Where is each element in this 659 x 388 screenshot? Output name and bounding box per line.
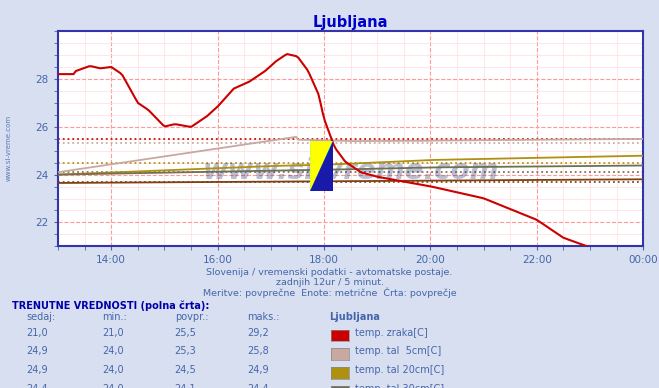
Text: 24,1: 24,1: [175, 384, 196, 388]
Text: 24,9: 24,9: [247, 365, 269, 375]
Text: TRENUTNE VREDNOSTI (polna črta):: TRENUTNE VREDNOSTI (polna črta):: [12, 301, 210, 311]
Text: www.si-vreme.com: www.si-vreme.com: [202, 157, 499, 185]
Text: 25,3: 25,3: [175, 346, 196, 357]
Text: 24,4: 24,4: [247, 384, 269, 388]
Text: 24,0: 24,0: [102, 365, 124, 375]
Text: Meritve: povprečne  Enote: metrične  Črta: povprečje: Meritve: povprečne Enote: metrične Črta:…: [203, 288, 456, 298]
Polygon shape: [310, 141, 333, 191]
Text: temp. zraka[C]: temp. zraka[C]: [355, 328, 427, 338]
Text: 21,0: 21,0: [102, 328, 124, 338]
Text: 24,9: 24,9: [26, 365, 48, 375]
Text: 24,5: 24,5: [175, 365, 196, 375]
Text: Slovenija / vremenski podatki - avtomatske postaje.: Slovenija / vremenski podatki - avtomats…: [206, 268, 453, 277]
Title: Ljubljana: Ljubljana: [313, 15, 388, 30]
Polygon shape: [310, 141, 333, 191]
Text: 25,5: 25,5: [175, 328, 196, 338]
Text: 25,8: 25,8: [247, 346, 269, 357]
Bar: [310, 141, 333, 191]
Text: temp. tal 20cm[C]: temp. tal 20cm[C]: [355, 365, 444, 375]
Text: temp. tal 30cm[C]: temp. tal 30cm[C]: [355, 384, 444, 388]
Text: temp. tal  5cm[C]: temp. tal 5cm[C]: [355, 346, 441, 357]
Text: min.:: min.:: [102, 312, 127, 322]
Text: www.si-vreme.com: www.si-vreme.com: [5, 114, 12, 180]
Text: 29,2: 29,2: [247, 328, 269, 338]
Text: 24,0: 24,0: [102, 346, 124, 357]
Text: 24,0: 24,0: [102, 384, 124, 388]
Text: Ljubljana: Ljubljana: [330, 312, 380, 322]
Text: 21,0: 21,0: [26, 328, 48, 338]
Text: 24,9: 24,9: [26, 346, 48, 357]
Text: povpr.:: povpr.:: [175, 312, 208, 322]
Text: 24,4: 24,4: [26, 384, 48, 388]
Text: maks.:: maks.:: [247, 312, 279, 322]
Text: sedaj:: sedaj:: [26, 312, 55, 322]
Text: zadnjih 12ur / 5 minut.: zadnjih 12ur / 5 minut.: [275, 278, 384, 287]
